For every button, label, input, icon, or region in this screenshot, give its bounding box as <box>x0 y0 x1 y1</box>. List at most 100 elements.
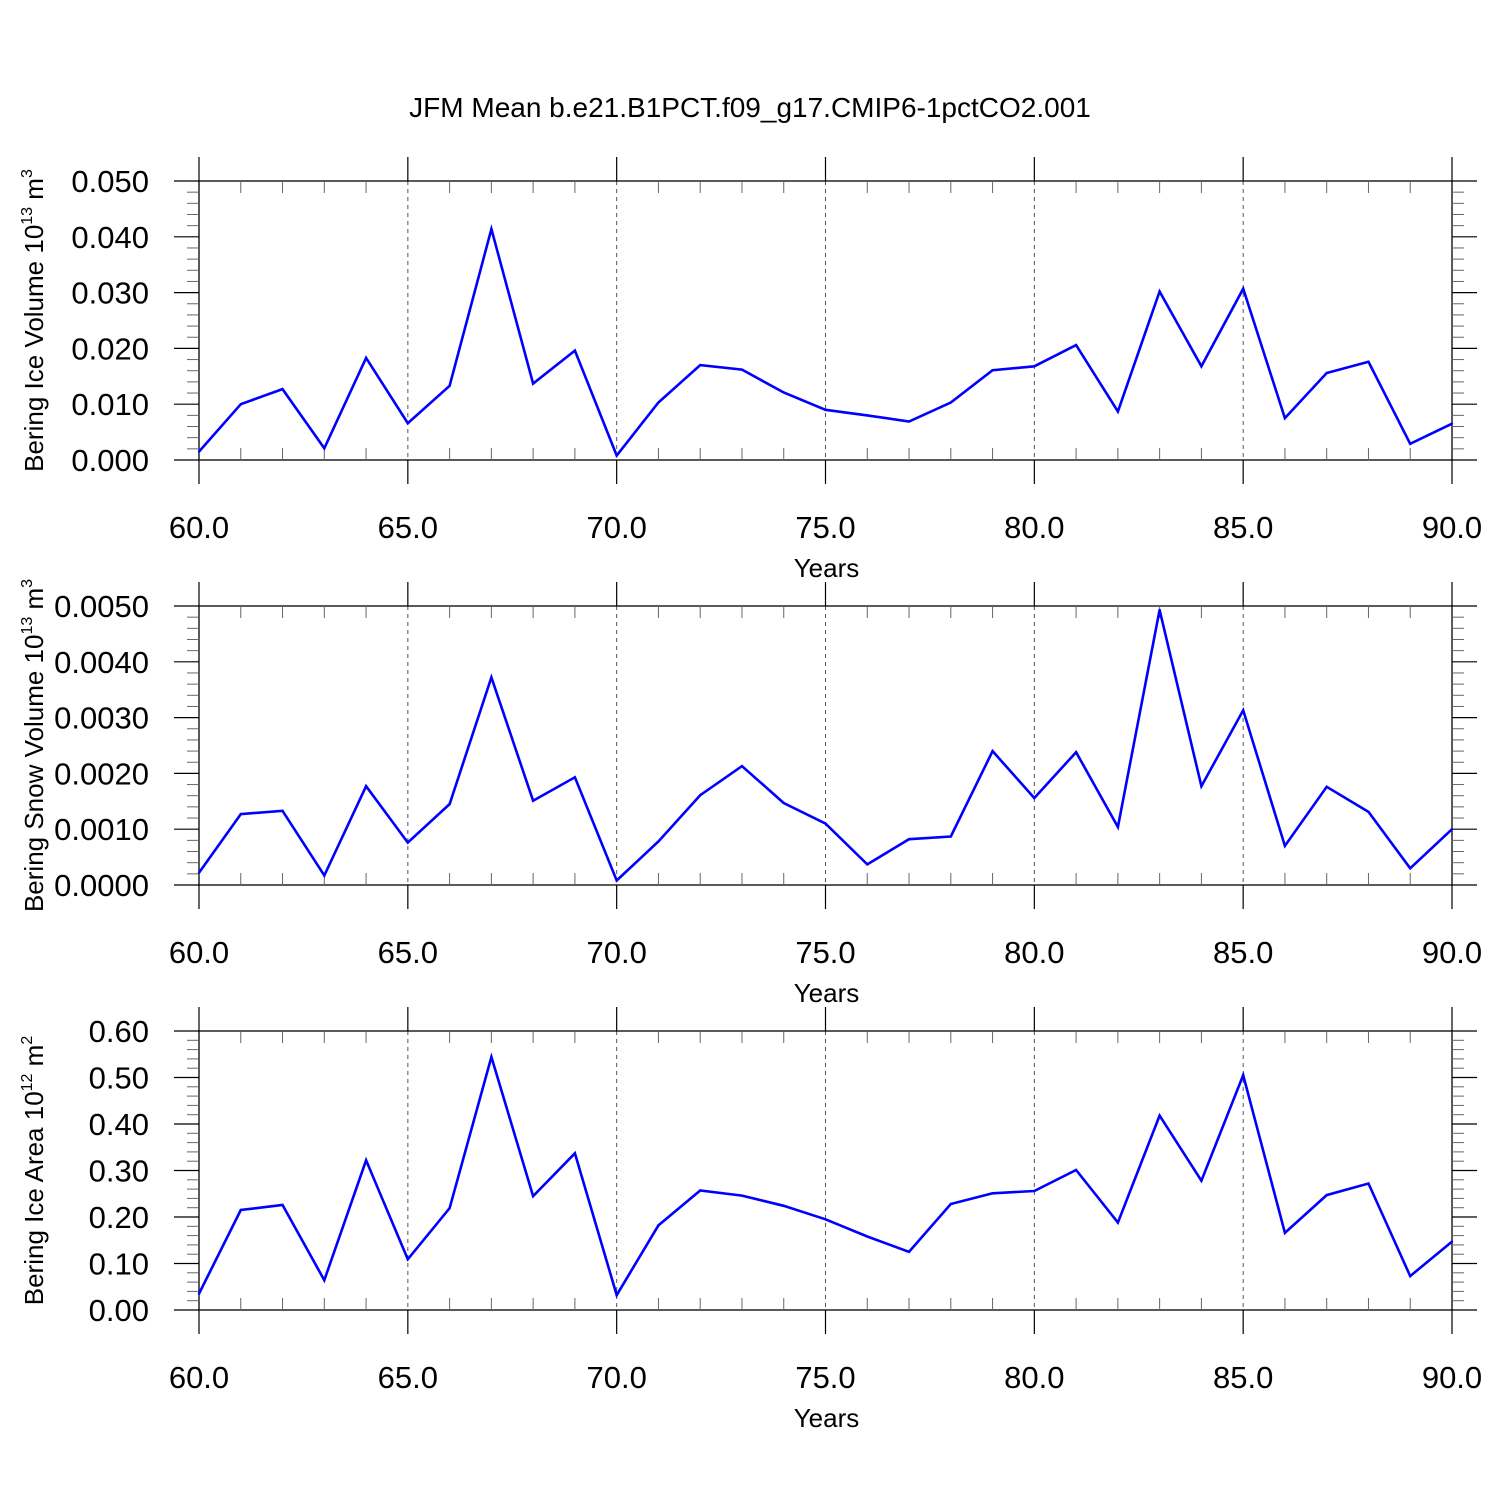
data-point <box>448 384 451 387</box>
data-point <box>657 1224 660 1227</box>
x-axis-label: Years <box>794 978 860 1008</box>
data-point <box>1409 442 1412 446</box>
data-point <box>490 1055 493 1059</box>
data-point <box>1325 1193 1328 1197</box>
y-tick-label: 0.50 <box>89 1061 149 1096</box>
x-tick-label: 60.0 <box>169 1360 229 1395</box>
data-point <box>907 1250 911 1254</box>
y-axis-label: Bering Ice Volume 1013 m3 <box>19 169 49 472</box>
data-point <box>197 1292 201 1295</box>
x-tick-label: 80.0 <box>1004 935 1064 970</box>
figure-title: JFM Mean b.e21.B1PCT.f09_g17.CMIP6-1pctC… <box>409 92 1091 123</box>
y-tick-label: 0.010 <box>71 387 149 422</box>
x-tick-label: 90.0 <box>1422 935 1482 970</box>
x-tick-label: 75.0 <box>795 935 855 970</box>
data-point <box>573 349 577 352</box>
x-axis-label: Years <box>794 553 860 583</box>
x-tick-label: 70.0 <box>586 510 646 545</box>
y-tick-label: 0.0040 <box>54 645 149 680</box>
data-point <box>1074 1168 1078 1172</box>
data-point <box>866 863 869 866</box>
data-point <box>1409 867 1412 870</box>
data-point <box>1116 825 1120 829</box>
data-point <box>197 871 201 874</box>
y-tick-label: 0.0020 <box>54 756 149 791</box>
data-point <box>782 1204 785 1208</box>
data-point <box>991 368 994 372</box>
y-tick-label: 0.0000 <box>54 868 149 903</box>
data-point <box>281 387 284 391</box>
data-point <box>448 802 451 806</box>
y-tick-label: 0.000 <box>71 443 149 478</box>
x-tick-label: 60.0 <box>169 510 229 545</box>
y-tick-label: 0.40 <box>89 1107 149 1142</box>
data-point <box>1367 360 1370 363</box>
data-point <box>1241 1073 1245 1077</box>
y-tick-label: 0.10 <box>89 1247 149 1282</box>
y-tick-label: 0.00 <box>89 1293 149 1328</box>
chart-panel-1: 60.0 65.0 70.0 75.0 80.0 85.0 90.0 0.000 0.010 0.… <box>19 157 1482 583</box>
y-axis-label: Bering Ice Area 1012 m2 <box>19 1036 49 1306</box>
data-point <box>866 414 869 417</box>
x-tick-label: 65.0 <box>378 1360 438 1395</box>
data-point <box>615 879 618 882</box>
data-point <box>1367 810 1370 814</box>
data-point <box>1450 1240 1454 1243</box>
y-tick-label: 0.0050 <box>54 589 149 624</box>
data-point <box>406 1258 410 1261</box>
data-point <box>531 1194 535 1198</box>
data-point <box>281 809 284 812</box>
data-point <box>1283 416 1287 420</box>
data-point <box>531 799 535 802</box>
data-point <box>949 1202 952 1206</box>
data-point <box>531 382 535 385</box>
data-point <box>1241 287 1245 290</box>
y-tick-label: 0.020 <box>71 331 149 366</box>
x-tick-label: 65.0 <box>378 935 438 970</box>
x-tick-label: 80.0 <box>1004 510 1064 545</box>
data-point <box>699 1189 702 1192</box>
data-point <box>573 776 577 779</box>
x-tick-label: 85.0 <box>1213 1360 1273 1395</box>
x-tick-label: 75.0 <box>795 510 855 545</box>
x-tick-label: 85.0 <box>1213 935 1273 970</box>
data-point <box>1116 1221 1120 1224</box>
data-point <box>949 835 952 838</box>
data-point <box>1033 1189 1036 1193</box>
y-tick-label: 0.030 <box>71 276 149 311</box>
data-point <box>448 1206 451 1210</box>
chart-panel-3: 60.0 65.0 70.0 75.0 80.0 85.0 90.0 0.00 0.10 0.20… <box>19 1007 1482 1433</box>
x-tick-label: 85.0 <box>1213 510 1273 545</box>
y-tick-label: 0.60 <box>89 1014 149 1049</box>
data-point <box>364 1159 368 1162</box>
data-point <box>1409 1274 1412 1278</box>
data-point <box>1116 410 1120 413</box>
data-point <box>1325 785 1328 788</box>
data-point <box>1033 796 1036 800</box>
data-point <box>866 1235 869 1238</box>
data-point <box>615 454 618 457</box>
data-point <box>490 227 493 231</box>
data-point <box>1450 422 1454 425</box>
data-point <box>239 1208 242 1212</box>
data-point <box>239 403 242 406</box>
data-point <box>239 812 242 816</box>
data-point <box>323 874 326 877</box>
data-point <box>1283 844 1287 848</box>
x-tick-label: 75.0 <box>795 1360 855 1395</box>
data-point <box>782 801 785 805</box>
x-tick-label: 65.0 <box>378 510 438 545</box>
data-point <box>1367 1182 1370 1185</box>
x-tick-label: 90.0 <box>1422 510 1482 545</box>
y-axis-label: Bering Snow Volume 1013 m3 <box>19 579 49 912</box>
data-point <box>740 764 744 768</box>
data-point <box>657 840 660 843</box>
data-point <box>1158 1114 1161 1117</box>
data-point <box>1033 365 1036 368</box>
x-tick-label: 70.0 <box>586 1360 646 1395</box>
data-point <box>740 1194 744 1197</box>
data-point <box>824 1218 827 1221</box>
data-point <box>364 356 368 360</box>
y-tick-label: 0.20 <box>89 1200 149 1235</box>
